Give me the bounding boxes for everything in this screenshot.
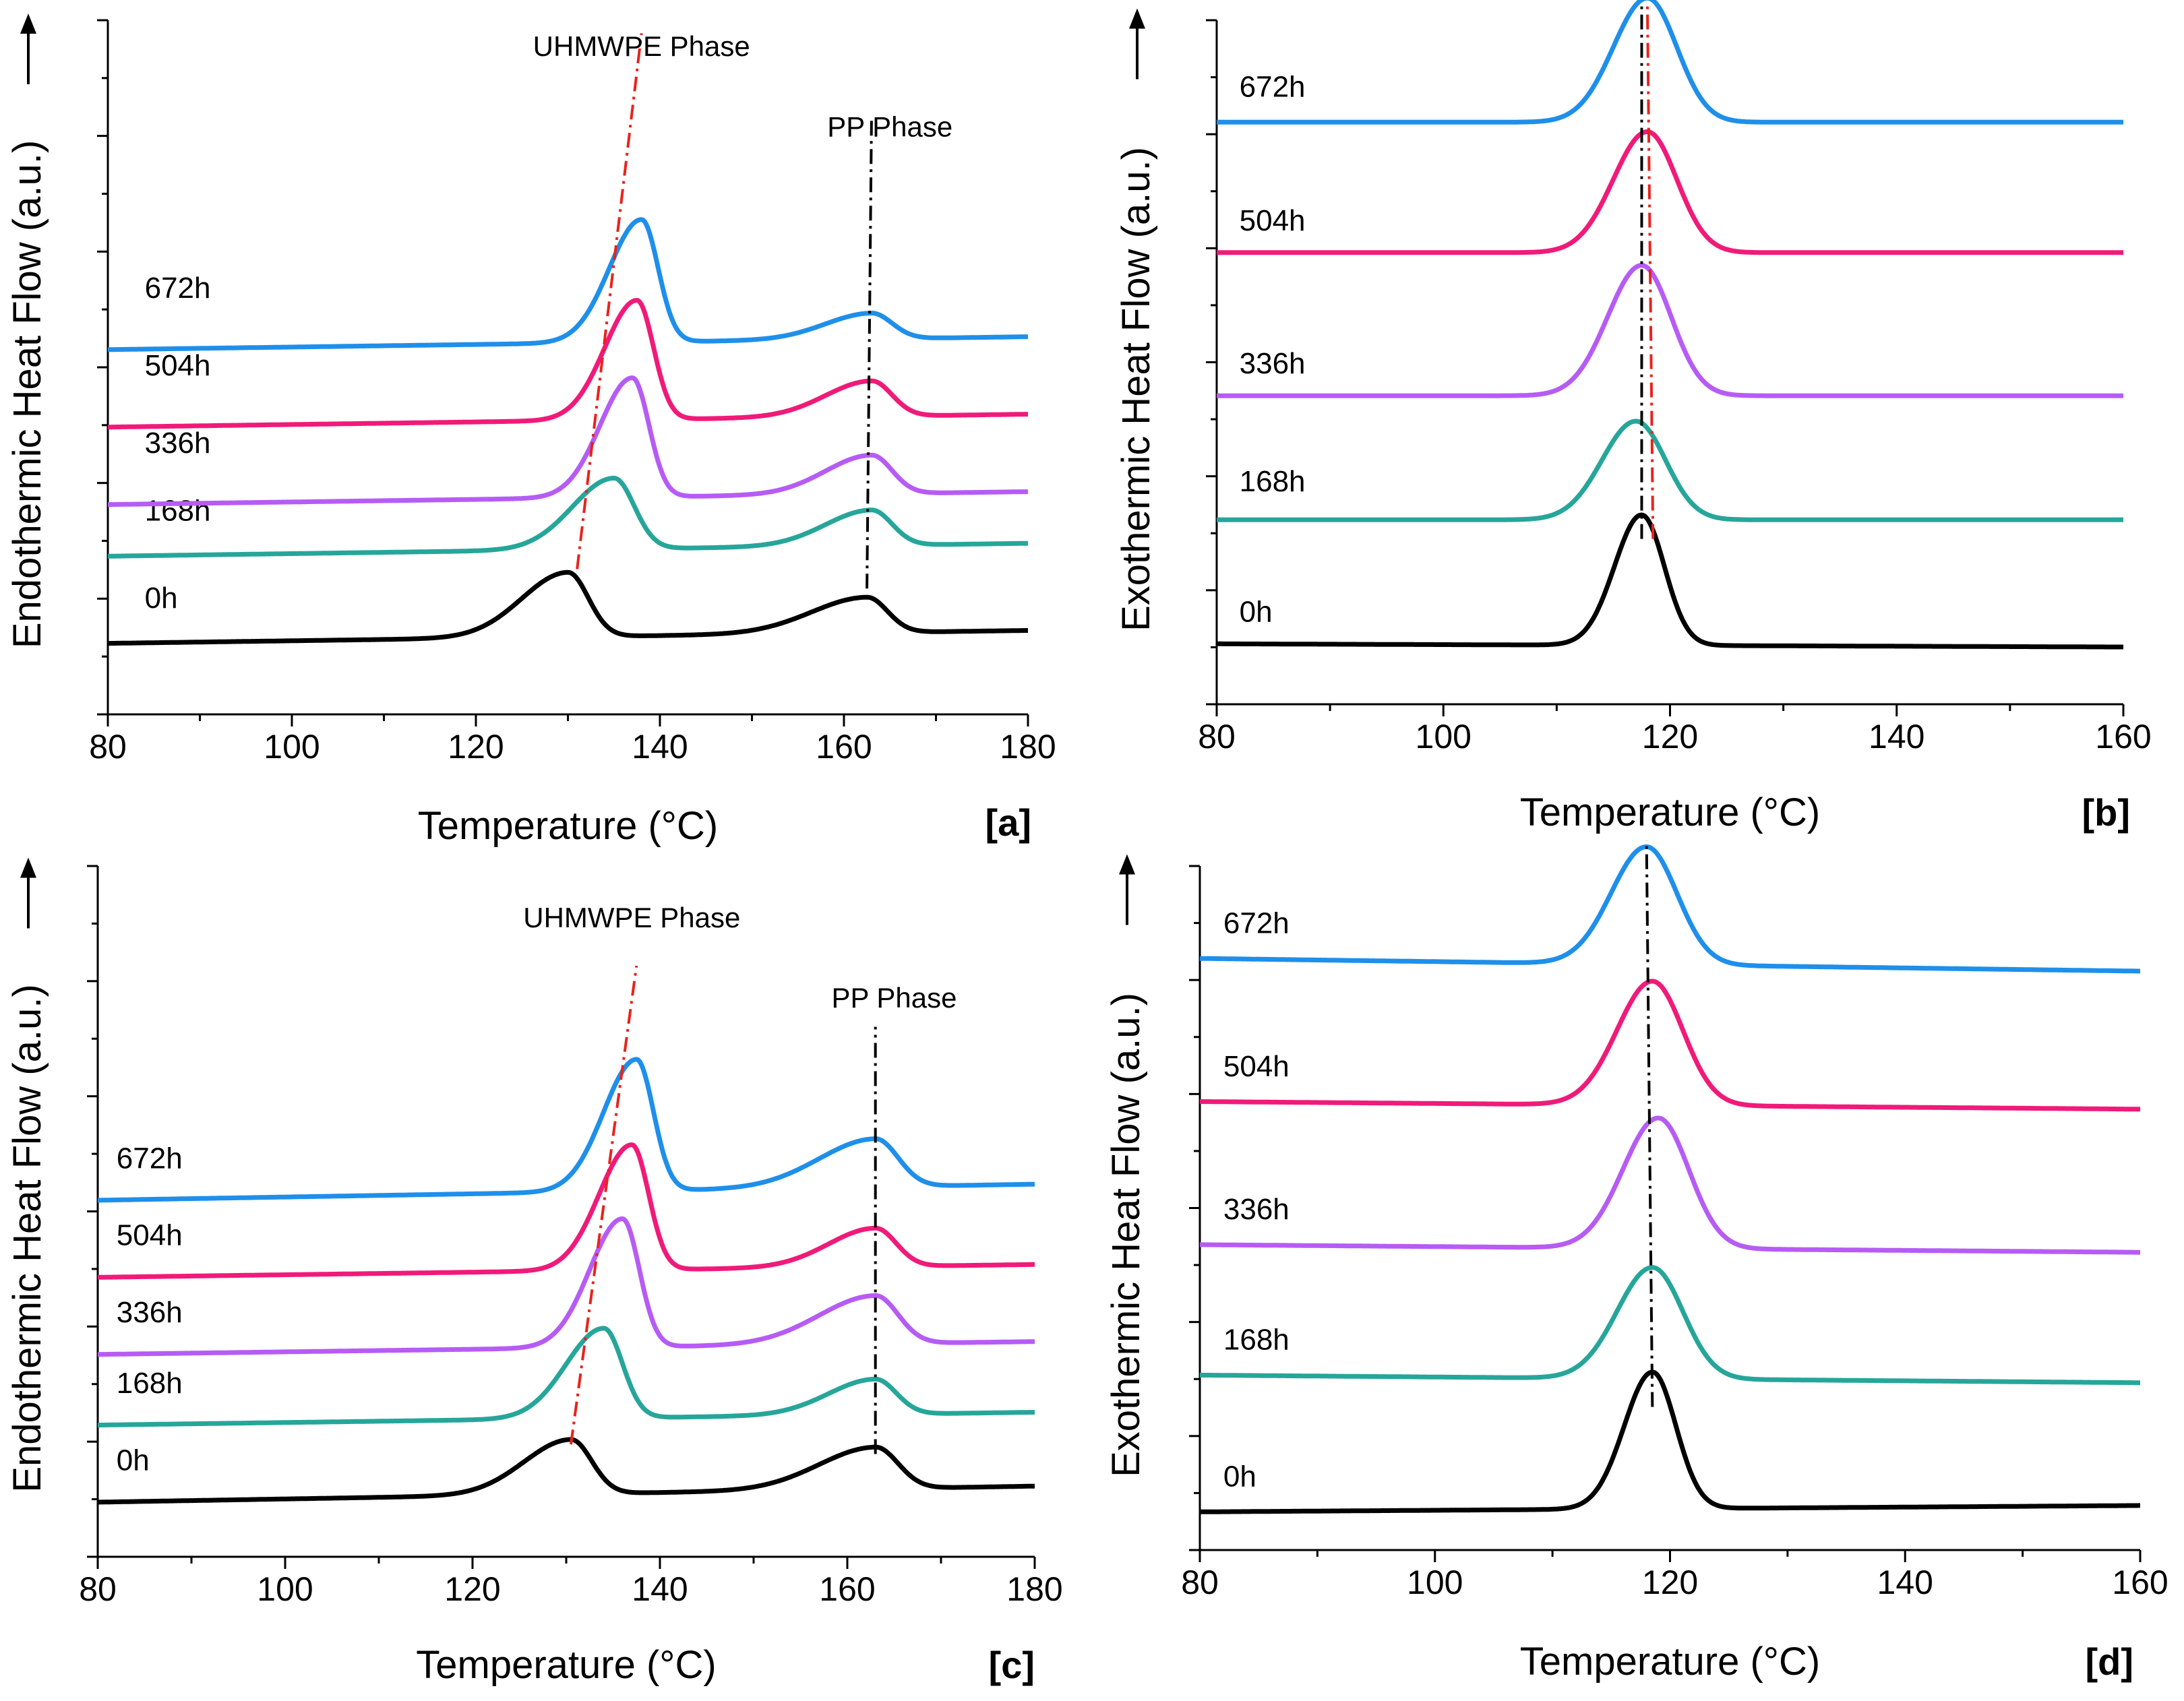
panel-a: 80 100 120 140 160 180 Temperature (°C) Endothe… — [5, 13, 1056, 848]
x-tick-label: 160 — [816, 728, 872, 766]
series-line-672h — [1215, 0, 2125, 125]
series-label: 336h — [145, 427, 211, 460]
x-tick-label: 180 — [1000, 728, 1056, 766]
x-tick-label: 140 — [632, 728, 688, 766]
series-line-504h — [96, 1142, 1036, 1280]
x-tick-label: 120 — [1642, 718, 1698, 755]
series-label: 672h — [1240, 71, 1306, 104]
peak-guide-line — [576, 33, 643, 569]
series-line-504h — [1215, 129, 2125, 255]
y-axis-title: Endothermic Heat Flow (a.u.) — [5, 984, 49, 1492]
phase-annotation: PP Phase — [827, 111, 952, 143]
panel-tag: [a] — [985, 801, 1031, 844]
series-label: 504h — [117, 1219, 183, 1252]
series-label: 0h — [1240, 595, 1273, 628]
series-label: 672h — [145, 272, 211, 305]
series-line-336h — [1199, 1115, 2142, 1255]
peak-guide-line — [866, 117, 873, 589]
y-axis-title: Endothermic Heat Flow (a.u.) — [5, 140, 49, 648]
series-label: 168h — [1240, 465, 1306, 498]
phase-annotation: UHMWPE Phase — [533, 30, 750, 62]
x-axis-title: Temperature (°C) — [1520, 1640, 1820, 1683]
series-label: 504h — [145, 349, 211, 382]
x-tick-label: 140 — [1869, 718, 1924, 755]
peak-guide-line — [1645, 840, 1654, 1407]
series-line-672h — [107, 217, 1029, 352]
series-line-0h — [107, 569, 1029, 646]
x-tick-label: 80 — [89, 728, 127, 766]
phase-annotation: UHMWPE Phase — [523, 902, 740, 933]
series-label: 168h — [1223, 1324, 1290, 1357]
x-tick-label: 120 — [448, 728, 504, 766]
x-tick-label: 100 — [1407, 1564, 1463, 1601]
series-line-0h — [1215, 512, 2125, 650]
series-label: 672h — [117, 1142, 183, 1175]
series-label: 336h — [117, 1296, 183, 1329]
panel-d: 80 100 120 140 160 Temperature (°C) Exothermic… — [1104, 840, 2168, 1683]
x-tick-label: 80 — [1198, 718, 1236, 755]
series-label: 0h — [117, 1444, 150, 1477]
series-line-168h — [107, 475, 1029, 559]
phase-annotation: PP Phase — [831, 982, 957, 1014]
series-line-672h — [96, 1057, 1036, 1203]
y-axis-arrowhead-icon — [20, 13, 36, 34]
x-tick-label: 160 — [2112, 1564, 2168, 1601]
x-tick-label: 120 — [444, 1570, 500, 1608]
series-line-168h — [1199, 1265, 2142, 1386]
panel-tag: [b] — [2082, 791, 2130, 834]
x-tick-label: 80 — [1181, 1564, 1219, 1601]
y-axis-arrowhead-icon — [1129, 8, 1145, 29]
x-tick-label: 120 — [1642, 1564, 1698, 1601]
y-axis-arrowhead-icon — [20, 857, 36, 878]
panel-b: 80 100 120 140 160 Temperature (°C) Exothermic… — [1114, 0, 2152, 834]
series-label: 504h — [1223, 1050, 1290, 1083]
x-axis-title: Temperature (°C) — [1520, 791, 1820, 834]
series-line-168h — [96, 1326, 1036, 1428]
x-tick-label: 180 — [1006, 1570, 1062, 1608]
panel-tag: [d] — [2085, 1640, 2133, 1683]
y-axis-title: Exothermic Heat Flow (a.u.) — [1114, 147, 1158, 631]
series-line-336h — [1215, 263, 2125, 398]
x-axis-title: Temperature (°C) — [416, 1643, 716, 1687]
series-label: 168h — [145, 495, 211, 528]
series-label: 336h — [1223, 1193, 1290, 1226]
series-label: 504h — [1240, 204, 1306, 237]
y-axis-arrowhead-icon — [1119, 854, 1135, 875]
x-tick-label: 100 — [264, 728, 320, 766]
series-line-0h — [96, 1437, 1036, 1505]
panel-tag: [c] — [989, 1644, 1035, 1686]
series-line-168h — [1215, 419, 2125, 522]
panel-c: 80 100 120 140 160 180 Temperature (°C) Endothe… — [5, 857, 1063, 1687]
series-line-504h — [107, 298, 1029, 430]
series-label: 672h — [1223, 906, 1290, 939]
series-line-336h — [96, 1216, 1036, 1357]
series-label: 0h — [145, 582, 178, 615]
series-line-672h — [1199, 844, 2142, 974]
series-label: 168h — [117, 1367, 183, 1400]
peak-guide-line — [569, 965, 638, 1445]
x-tick-label: 80 — [79, 1570, 117, 1608]
y-axis-title: Exothermic Heat Flow (a.u.) — [1104, 993, 1148, 1477]
series-line-504h — [1199, 979, 2142, 1112]
series-label: 0h — [1223, 1460, 1256, 1493]
series-line-336h — [107, 375, 1029, 507]
x-tick-label: 160 — [2095, 718, 2151, 755]
peak-guide-line — [1645, 1, 1655, 539]
series-line-0h — [1199, 1369, 2142, 1514]
x-tick-label: 160 — [819, 1570, 875, 1608]
x-tick-label: 140 — [1877, 1564, 1933, 1601]
x-tick-label: 100 — [1416, 718, 1472, 755]
x-tick-label: 140 — [632, 1570, 688, 1608]
series-label: 336h — [1240, 347, 1306, 380]
x-axis-title: Temperature (°C) — [418, 804, 718, 848]
x-tick-label: 100 — [257, 1570, 313, 1608]
